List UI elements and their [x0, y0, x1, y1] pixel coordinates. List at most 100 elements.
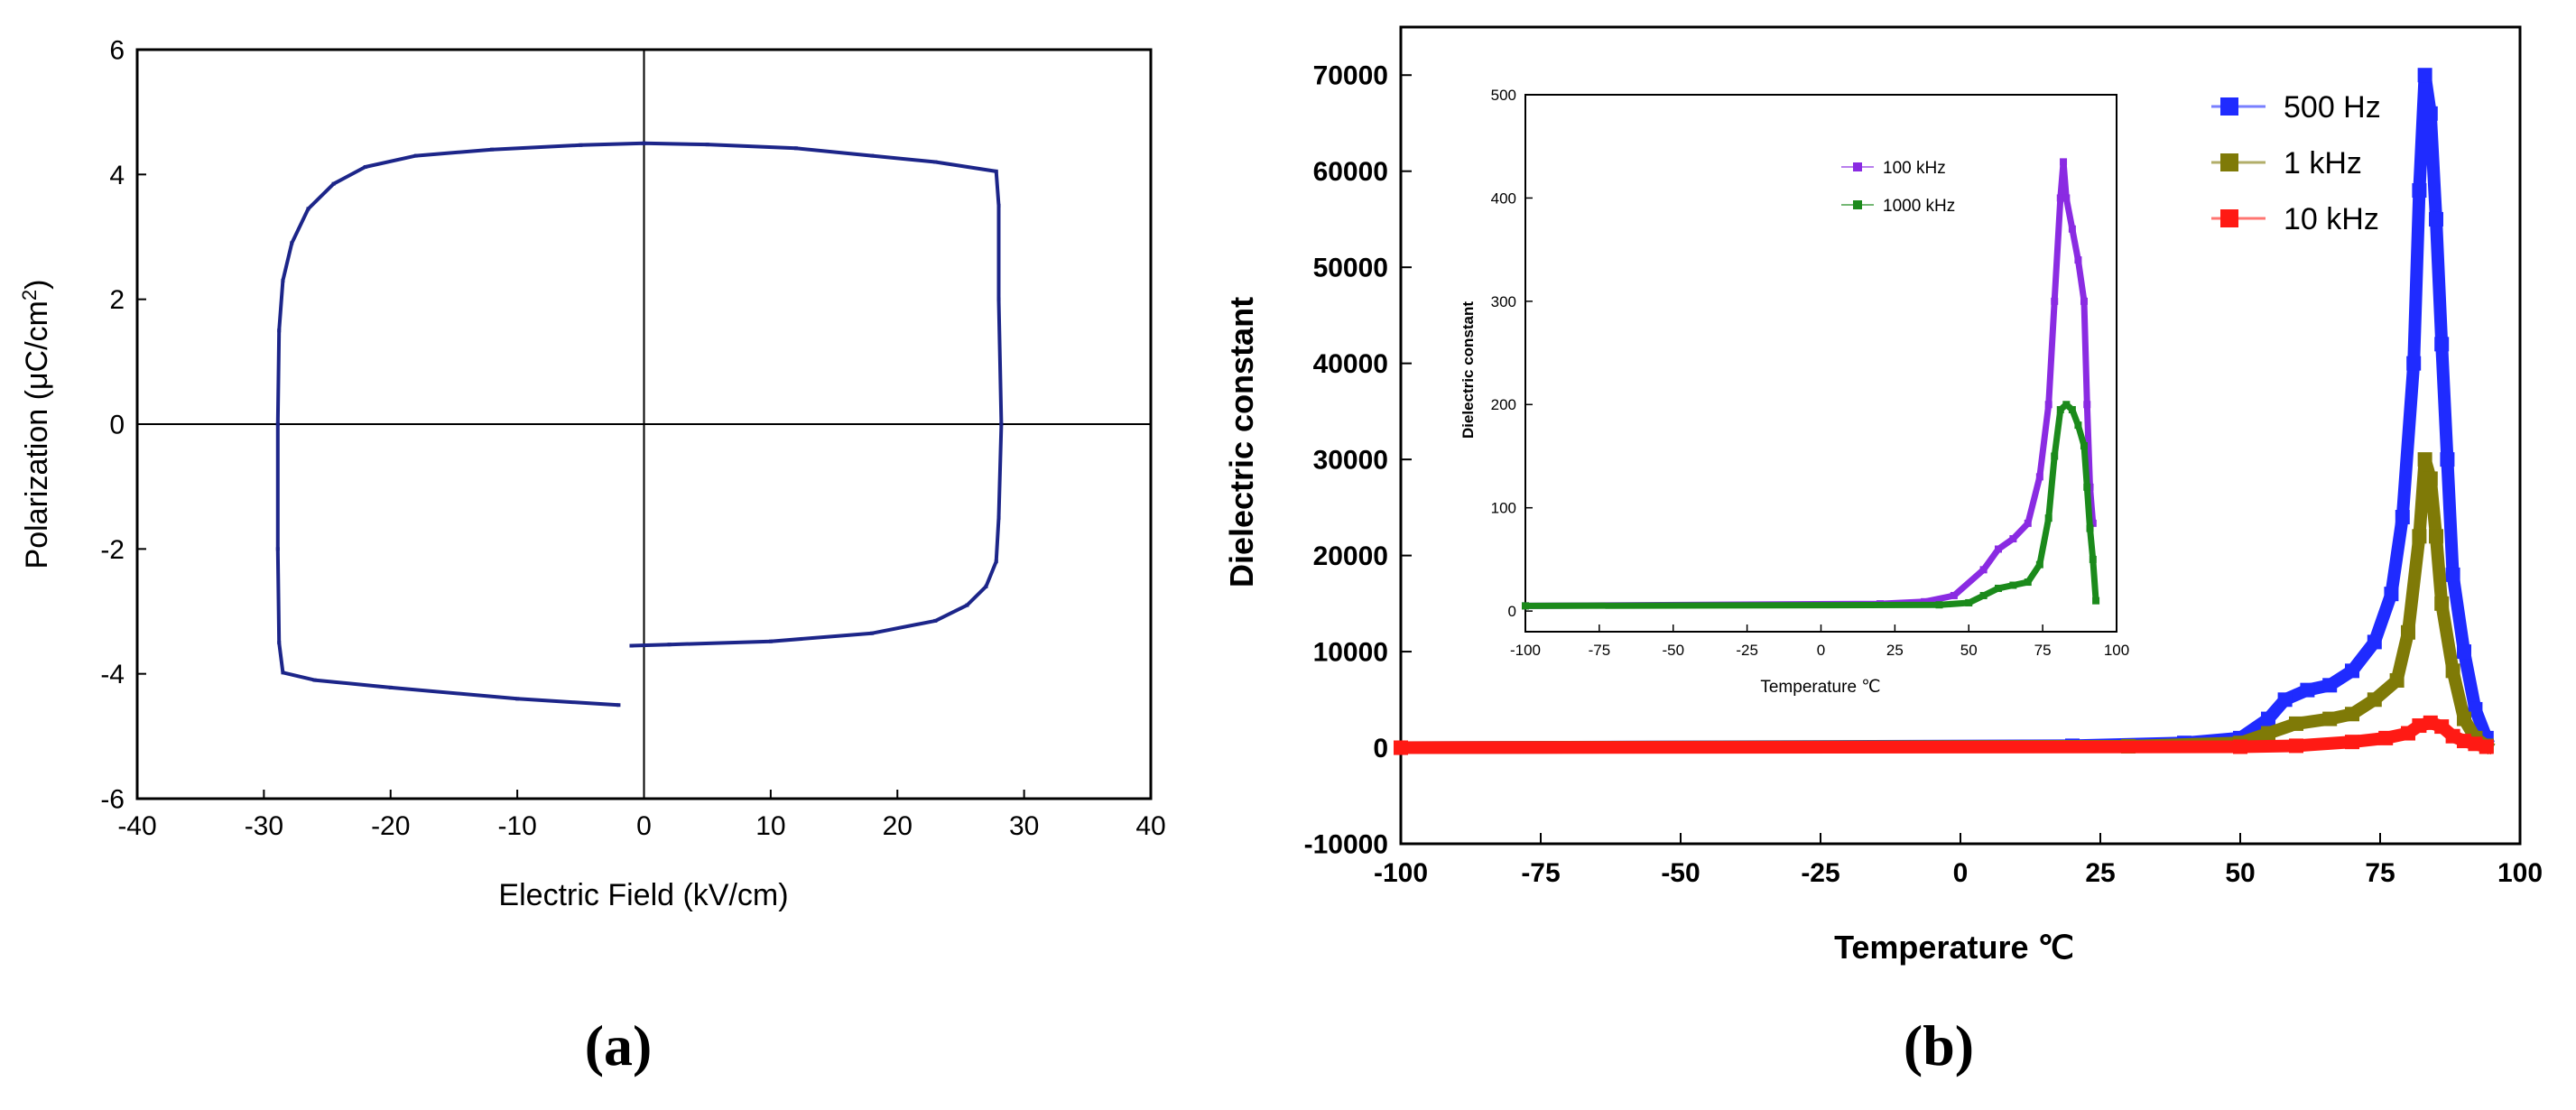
inset-data-point: [2024, 578, 2032, 587]
x-tick-label: 0: [1953, 858, 1969, 888]
y-tick-label: 0: [1373, 734, 1388, 763]
panel-b-x-axis-label: Temperature ℃: [1834, 929, 2074, 966]
data-point: [2389, 673, 2405, 688]
data-point: [2417, 68, 2432, 83]
inset-data-point: [2089, 555, 2097, 563]
loop-data-point: [277, 328, 282, 333]
inset-data-point: [2080, 297, 2088, 305]
x-tick-label: -75: [1589, 642, 1611, 659]
data-point: [2434, 719, 2450, 735]
data-point: [2322, 711, 2338, 726]
y-tick-label: 10000: [1313, 638, 1388, 668]
inset-data-point: [2044, 514, 2052, 523]
loop-data-point: [277, 641, 282, 645]
loop-data-point: [275, 547, 280, 551]
inset-data-point: [2056, 405, 2064, 413]
panel-a-y-axis-label: Polarization (μC/cm2): [18, 280, 55, 569]
data-point: [2457, 711, 2471, 726]
panel-b-chart: -100 -75 -50 -25 0 25 50 75 100-1000001000020000…: [1223, 25, 2543, 1078]
x-tick-label: 100: [2497, 858, 2543, 888]
inset-data-point: [2035, 560, 2043, 569]
loop-data-point: [490, 147, 495, 152]
panel-b-y-axis-label: Dielectric constant: [1223, 297, 1260, 587]
loop-data-point: [999, 422, 1004, 426]
x-tick-label: 0: [636, 811, 652, 841]
x-tick-label: 10: [755, 811, 785, 841]
data-point: [2423, 106, 2438, 121]
data-point: [2479, 739, 2494, 754]
x-tick-label: -75: [1521, 858, 1560, 888]
data-point: [2261, 711, 2275, 726]
loop-data-point: [642, 141, 646, 145]
data-point: [2401, 624, 2415, 640]
y-tick-label: 4: [109, 161, 125, 190]
data-point: [2277, 692, 2293, 708]
loop-data-point: [870, 153, 875, 158]
inset-data-point: [2086, 524, 2094, 532]
loop-data-point: [388, 685, 393, 689]
loop-data-point: [281, 671, 285, 675]
panel-b-label: (b): [1904, 1013, 1974, 1078]
inset-legend: 100 kHz 1000 kHz: [1841, 159, 1955, 216]
data-point: [2457, 734, 2471, 749]
data-point: [2395, 510, 2410, 524]
panel-b-inset-chart: -100 -75 -50 -25 0 25 50 75 1000100200300400500 …: [1444, 63, 2211, 697]
x-tick-label: -20: [371, 811, 410, 841]
loop-data-point: [281, 278, 285, 282]
data-point: [2457, 644, 2471, 660]
inset-data-point: [2089, 519, 2097, 527]
panel-a-label: (a): [585, 1013, 653, 1078]
inset-data-point: [1979, 591, 1988, 599]
data-point: [2417, 452, 2432, 467]
y-tick-label: 500: [1491, 87, 1516, 104]
inset-data-point: [2062, 194, 2071, 202]
loop-data-point: [363, 165, 367, 170]
loop-data-point: [290, 241, 294, 245]
inset-x-axis-label: Temperature ℃: [1760, 678, 1880, 697]
data-point: [2423, 715, 2438, 730]
x-tick-label: -25: [1736, 642, 1758, 659]
x-tick-label: 75: [2034, 642, 2052, 659]
data-point: [2367, 692, 2382, 708]
y-tick-label: 2: [109, 285, 125, 315]
inset-data-point: [1950, 591, 1958, 599]
legend-marker: [2220, 209, 2238, 227]
y-tick-label: -2: [100, 535, 125, 565]
inset-legend-marker: [1853, 200, 1862, 209]
x-tick-label: -40: [117, 811, 156, 841]
x-tick-label: -100: [1374, 858, 1428, 888]
loop-data-point: [996, 297, 1001, 301]
inset-data-point: [1935, 601, 1943, 609]
y-tick-label: -10000: [1304, 830, 1388, 860]
inset-data-point: [2051, 452, 2059, 460]
x-tick-label: 40: [1135, 811, 1165, 841]
panel-b-ticks: -100 -75 -50 -25 0 25 50 75 100-1000001000020000…: [1304, 61, 2543, 888]
legend-label: 1 kHz: [2284, 146, 2362, 180]
inset-data-point: [2092, 597, 2100, 605]
data-point: [2423, 471, 2438, 486]
inset-data-point: [2083, 483, 2091, 491]
loop-data-point: [306, 207, 310, 211]
inset-legend-label: 1000 kHz: [1883, 197, 1955, 216]
data-point: [2429, 211, 2443, 227]
loop-data-point: [629, 643, 634, 648]
loop-data-point: [994, 560, 998, 564]
data-point: [2445, 567, 2460, 582]
loop-data-point: [996, 203, 1001, 208]
x-tick-label: 0: [1817, 642, 1825, 659]
inset-data-point: [2024, 519, 2032, 527]
inset-data-point: [2068, 405, 2076, 413]
legend-label: 10 kHz: [2284, 202, 2379, 236]
inset-data-point: [2044, 401, 2052, 409]
inset-series: [1522, 158, 2100, 610]
y-tick-label: 30000: [1313, 446, 1388, 476]
inset-data-point: [2009, 535, 2017, 543]
data-point: [2345, 707, 2359, 722]
data-point: [2412, 718, 2427, 734]
panel-a-x-axis-label: Electric Field (kV/cm): [498, 878, 788, 912]
x-tick-label: -30: [245, 811, 283, 841]
inset-data-point: [1995, 584, 2002, 592]
y-tick-label: 0: [109, 411, 125, 440]
